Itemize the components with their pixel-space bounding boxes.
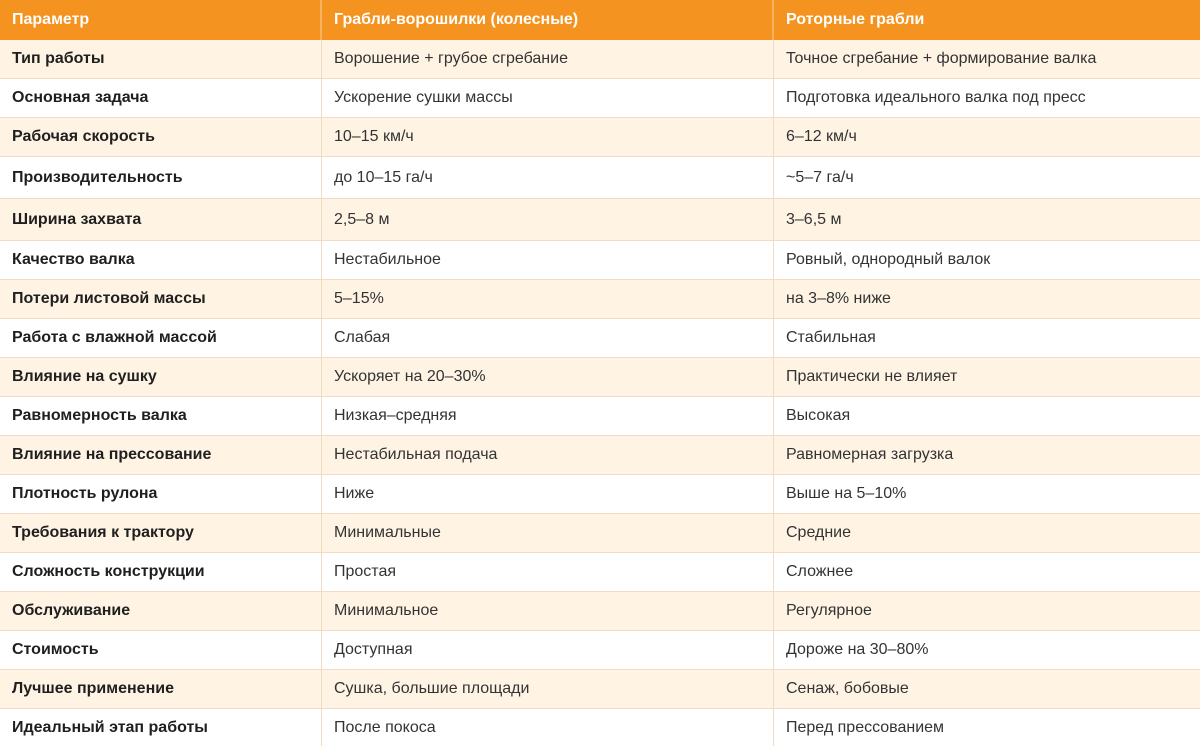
row-parameter: Тип работы [0, 40, 322, 79]
row-wheel-rakes-value: 5–15% [322, 280, 774, 319]
row-rotary-rakes-value: Сложнее [774, 553, 1200, 592]
row-rotary-rakes-value: Сенаж, бобовые [774, 670, 1200, 709]
row-rotary-rakes-value: 6–12 км/ч [774, 118, 1200, 157]
row-wheel-rakes-value: Ускоряет на 20–30% [322, 358, 774, 397]
table-row: Рабочая скорость 10–15 км/ч 6–12 км/ч [0, 118, 1200, 157]
row-parameter: Идеальный этап работы [0, 709, 322, 746]
table-row: Сложность конструкции Простая Сложнее [0, 553, 1200, 592]
row-wheel-rakes-value: Минимальные [322, 514, 774, 553]
row-wheel-rakes-value: до 10–15 га/ч [322, 157, 774, 199]
row-rotary-rakes-value: Выше на 5–10% [774, 475, 1200, 514]
row-parameter: Влияние на прессование [0, 436, 322, 475]
row-parameter: Плотность рулона [0, 475, 322, 514]
row-parameter: Требования к трактору [0, 514, 322, 553]
row-parameter: Потери листовой массы [0, 280, 322, 319]
row-parameter: Работа с влажной массой [0, 319, 322, 358]
row-wheel-rakes-value: Доступная [322, 631, 774, 670]
row-rotary-rakes-value: Регулярное [774, 592, 1200, 631]
row-rotary-rakes-value: Дороже на 30–80% [774, 631, 1200, 670]
row-rotary-rakes-value: Ровный, однородный валок [774, 241, 1200, 280]
row-rotary-rakes-value: Перед прессованием [774, 709, 1200, 746]
table-row: Плотность рулона Ниже Выше на 5–10% [0, 475, 1200, 514]
header-wheel-rakes: Грабли-ворошилки (колесные) [322, 0, 774, 40]
row-rotary-rakes-value: 3–6,5 м [774, 199, 1200, 241]
row-wheel-rakes-value: Ускорение сушки массы [322, 79, 774, 118]
row-rotary-rakes-value: ~5–7 га/ч [774, 157, 1200, 199]
row-rotary-rakes-value: Средние [774, 514, 1200, 553]
table-row: Требования к трактору Минимальные Средние [0, 514, 1200, 553]
row-rotary-rakes-value: Стабильная [774, 319, 1200, 358]
row-parameter: Сложность конструкции [0, 553, 322, 592]
row-parameter: Ширина захвата [0, 199, 322, 241]
table-row: Обслуживание Минимальное Регулярное [0, 592, 1200, 631]
row-wheel-rakes-value: Простая [322, 553, 774, 592]
table-row: Идеальный этап работы После покоса Перед п… [0, 709, 1200, 746]
row-wheel-rakes-value: 10–15 км/ч [322, 118, 774, 157]
row-wheel-rakes-value: Ниже [322, 475, 774, 514]
header-parameter: Параметр [0, 0, 322, 40]
row-parameter: Рабочая скорость [0, 118, 322, 157]
row-rotary-rakes-value: Точное сгребание + формирование валка [774, 40, 1200, 79]
table-row: Производительность до 10–15 га/ч ~5–7 га/ч [0, 157, 1200, 199]
row-parameter: Обслуживание [0, 592, 322, 631]
table-row: Тип работы Ворошение + грубое сгребание То… [0, 40, 1200, 79]
table-row: Лучшее применение Сушка, большие площади С… [0, 670, 1200, 709]
header-rotary-rakes: Роторные грабли [786, 11, 925, 28]
table-body: Тип работы Ворошение + грубое сгребание То… [0, 40, 1200, 746]
row-parameter: Основная задача [0, 79, 322, 118]
row-parameter: Производительность [0, 157, 322, 199]
row-wheel-rakes-value: Нестабильная подача [322, 436, 774, 475]
row-parameter: Равномерность валка [0, 397, 322, 436]
table-row: Работа с влажной массой Слабая Стабильная [0, 319, 1200, 358]
table-row: Ширина захвата 2,5–8 м 3–6,5 м [0, 199, 1200, 241]
row-wheel-rakes-value: 2,5–8 м [322, 199, 774, 241]
row-parameter: Лучшее применение [0, 670, 322, 709]
table-row: Потери листовой массы 5–15% на 3–8% ниже [0, 280, 1200, 319]
row-wheel-rakes-value: После покоса [322, 709, 774, 746]
row-rotary-rakes-value: Подготовка идеального валка под пресс [774, 79, 1200, 118]
row-rotary-rakes-value: Практически не влияет [774, 358, 1200, 397]
row-rotary-rakes-value: Равномерная загрузка [774, 436, 1200, 475]
row-wheel-rakes-value: Минимальное [322, 592, 774, 631]
row-wheel-rakes-value: Ворошение + грубое сгребание [322, 40, 774, 79]
row-wheel-rakes-value: Низкая–средняя [322, 397, 774, 436]
table-row: Качество валка Нестабильное Ровный, одноро… [0, 241, 1200, 280]
table-row: Влияние на прессование Нестабильная подач… [0, 436, 1200, 475]
row-rotary-rakes-value: Высокая [774, 397, 1200, 436]
table-header: Параметр Грабли-ворошилки (колесные) Рот… [0, 0, 1200, 40]
row-wheel-rakes-value: Нестабильное [322, 241, 774, 280]
row-parameter: Стоимость [0, 631, 322, 670]
row-wheel-rakes-value: Сушка, большие площади [322, 670, 774, 709]
table-row: Основная задача Ускорение сушки массы Подг… [0, 79, 1200, 118]
table-row: Стоимость Доступная Дороже на 30–80% [0, 631, 1200, 670]
table-row: Равномерность валка Низкая–средняя Высокая [0, 397, 1200, 436]
table-row: Влияние на сушку Ускоряет на 20–30% Практи… [0, 358, 1200, 397]
row-wheel-rakes-value: Слабая [322, 319, 774, 358]
row-rotary-rakes-value: на 3–8% ниже [774, 280, 1200, 319]
row-parameter: Влияние на сушку [0, 358, 322, 397]
row-parameter: Качество валка [0, 241, 322, 280]
